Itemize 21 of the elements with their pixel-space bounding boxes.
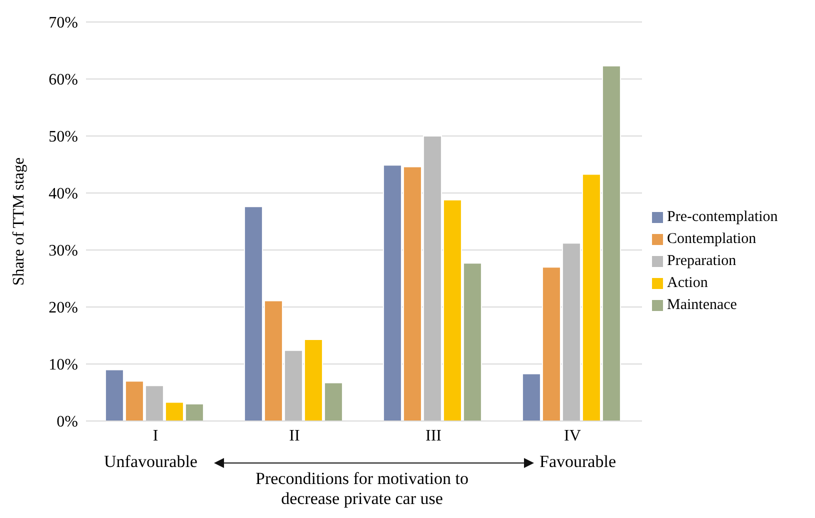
x-tick-label: I xyxy=(152,427,158,444)
y-tick-label: 10% xyxy=(48,356,78,374)
x-tick-label: III xyxy=(426,427,442,444)
legend-label: Pre-contemplation xyxy=(667,208,778,224)
x-tick-label: II xyxy=(289,427,300,444)
x-tick-label: IV xyxy=(564,427,582,444)
text: Unfavourable xyxy=(104,452,198,472)
y-tick-label: 50% xyxy=(48,128,78,146)
legend-label: Contemplation xyxy=(667,230,756,246)
legend-label: Preparation xyxy=(667,252,736,268)
y-tick-label: 60% xyxy=(48,72,78,89)
legend-label: Action xyxy=(667,274,708,290)
y-tick-label: 30% xyxy=(48,242,78,260)
y-tick-label: 70% xyxy=(48,14,78,32)
y-tick-label: 0% xyxy=(56,414,78,431)
text: Favourable xyxy=(540,452,616,472)
y-tick-label: 40% xyxy=(48,186,78,203)
legend-label: Maintenace xyxy=(667,296,737,312)
y-tick-label: 20% xyxy=(48,300,78,317)
y-axis-title: Share of TTM stage xyxy=(10,157,28,286)
x-axis-title: Preconditions for motivation to decrease private car use xyxy=(254,469,470,509)
